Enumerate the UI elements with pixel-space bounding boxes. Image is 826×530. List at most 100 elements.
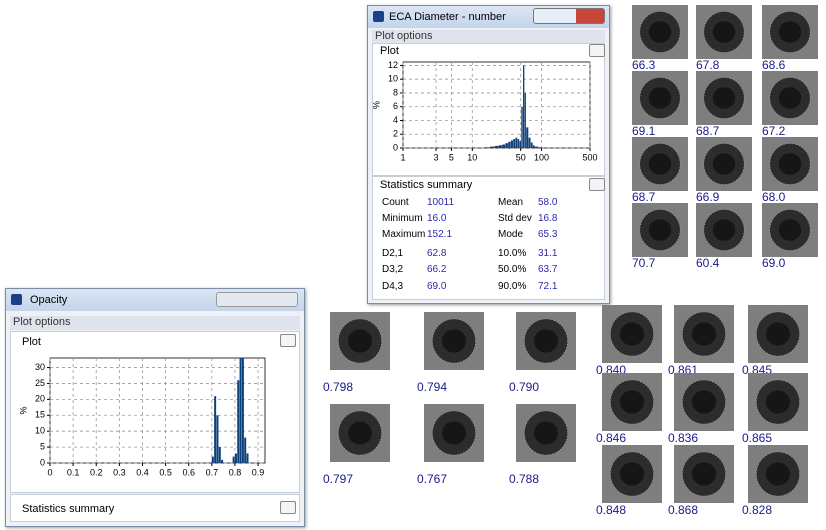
particle-label: 0.767 (417, 472, 448, 486)
particle-label: 0.828 (742, 503, 773, 517)
app-icon (373, 11, 384, 22)
particle-label: 0.797 (323, 472, 354, 486)
bar (484, 147, 490, 148)
particle-image (602, 305, 662, 363)
particle-label: 60.4 (696, 256, 720, 270)
x-tick-label: 0.4 (136, 467, 149, 477)
x-tick-label: 5 (449, 152, 454, 162)
particle-label: 0.865 (742, 431, 773, 445)
stats-label: Std dev (498, 213, 532, 224)
bar (530, 142, 533, 148)
particle-image (516, 404, 576, 462)
particle-core (692, 462, 716, 486)
x-tick-label: 0.3 (113, 467, 126, 477)
particle-image (330, 404, 390, 462)
stats-label: D2,1 (382, 248, 404, 259)
particle-label: 0.798 (323, 380, 354, 394)
x-tick-label: 0.8 (229, 467, 242, 477)
bar (244, 437, 247, 463)
particle-image (748, 305, 808, 363)
particle-core (620, 390, 644, 414)
y-tick-label: 4 (393, 115, 398, 125)
particle-core (534, 421, 558, 445)
plot-options[interactable]: Plot options (10, 316, 300, 330)
x-tick-label: 50 (516, 152, 526, 162)
bar (528, 137, 531, 148)
particle-image (696, 71, 752, 125)
bar (211, 456, 214, 463)
collapse-button[interactable] (589, 178, 605, 191)
stats-title: Statistics summary (22, 503, 115, 515)
particle-label: 68.7 (696, 124, 720, 138)
y-tick-label: 15 (35, 410, 45, 420)
stats-value: 65.3 (538, 229, 558, 240)
window-controls[interactable] (533, 8, 605, 24)
stats-panel (10, 494, 300, 522)
x-tick-label: 0.1 (67, 467, 80, 477)
stats-label: Mean (498, 197, 524, 208)
particle-image (674, 445, 734, 503)
bar (534, 146, 539, 148)
particle-label: 0.794 (417, 380, 448, 394)
particle-image (424, 312, 484, 370)
particle-label: 67.2 (762, 124, 786, 138)
stats-value: 58.0 (538, 197, 558, 208)
bar (526, 127, 529, 148)
stats-value: 152.1 (427, 229, 453, 240)
y-tick-label: 8 (393, 87, 398, 97)
window-title: Opacity (30, 294, 68, 306)
particle-label: 0.836 (668, 431, 699, 445)
bar (538, 147, 542, 148)
y-tick-label: 6 (393, 101, 398, 111)
bar (523, 65, 525, 148)
window-title: ECA Diameter - number (389, 11, 506, 23)
plot-area (402, 61, 591, 149)
stats-label: Mode (498, 229, 524, 240)
collapse-button[interactable] (589, 44, 605, 57)
window-controls[interactable] (216, 292, 298, 307)
bar (489, 146, 495, 148)
particle-core (648, 87, 672, 109)
stats-label: Minimum (382, 213, 423, 224)
stats-label: Maximum (382, 229, 426, 240)
plot-area (49, 357, 266, 464)
x-tick-label: 10 (467, 152, 477, 162)
particle-core (648, 153, 672, 175)
particle-image (632, 5, 688, 59)
expand-button[interactable] (280, 501, 296, 514)
eca-histogram: 0 2 4 6 8 10 12 1 3 5 10 50 100 500% (371, 60, 597, 163)
particle-image (696, 137, 752, 191)
bar (521, 106, 523, 148)
bar (494, 145, 499, 148)
bar (232, 456, 235, 463)
y-tick-label: 20 (35, 394, 45, 404)
stats-value: 72.1 (538, 281, 558, 292)
particle-image (748, 373, 808, 431)
particle-core (442, 421, 466, 445)
bar (214, 396, 217, 463)
collapse-button[interactable] (280, 334, 296, 347)
y-axis-label: % (371, 101, 381, 109)
particle-image (762, 5, 818, 59)
y-axis-label: % (18, 406, 28, 414)
y-tick-label: 30 (35, 362, 45, 372)
particle-image (696, 5, 752, 59)
bar (519, 141, 522, 148)
particle-core (766, 390, 790, 414)
particle-label: 70.7 (632, 256, 656, 270)
particle-core (712, 87, 736, 109)
y-tick-label: 5 (40, 441, 45, 451)
plot-options[interactable]: Plot options (372, 30, 605, 43)
title-bar: Opacity (6, 289, 304, 311)
stats-value: 16.8 (538, 213, 558, 224)
particle-image (516, 312, 576, 370)
particle-core (348, 421, 372, 445)
x-tick-label: 1 (400, 152, 405, 162)
stats-label: D3,2 (382, 264, 404, 275)
title-bar: ECA Diameter - number (368, 6, 609, 28)
particle-image (632, 71, 688, 125)
stats-value: 10011 (427, 197, 455, 208)
stats-title: Statistics summary (380, 179, 473, 191)
stats-label: D4,3 (382, 281, 404, 292)
